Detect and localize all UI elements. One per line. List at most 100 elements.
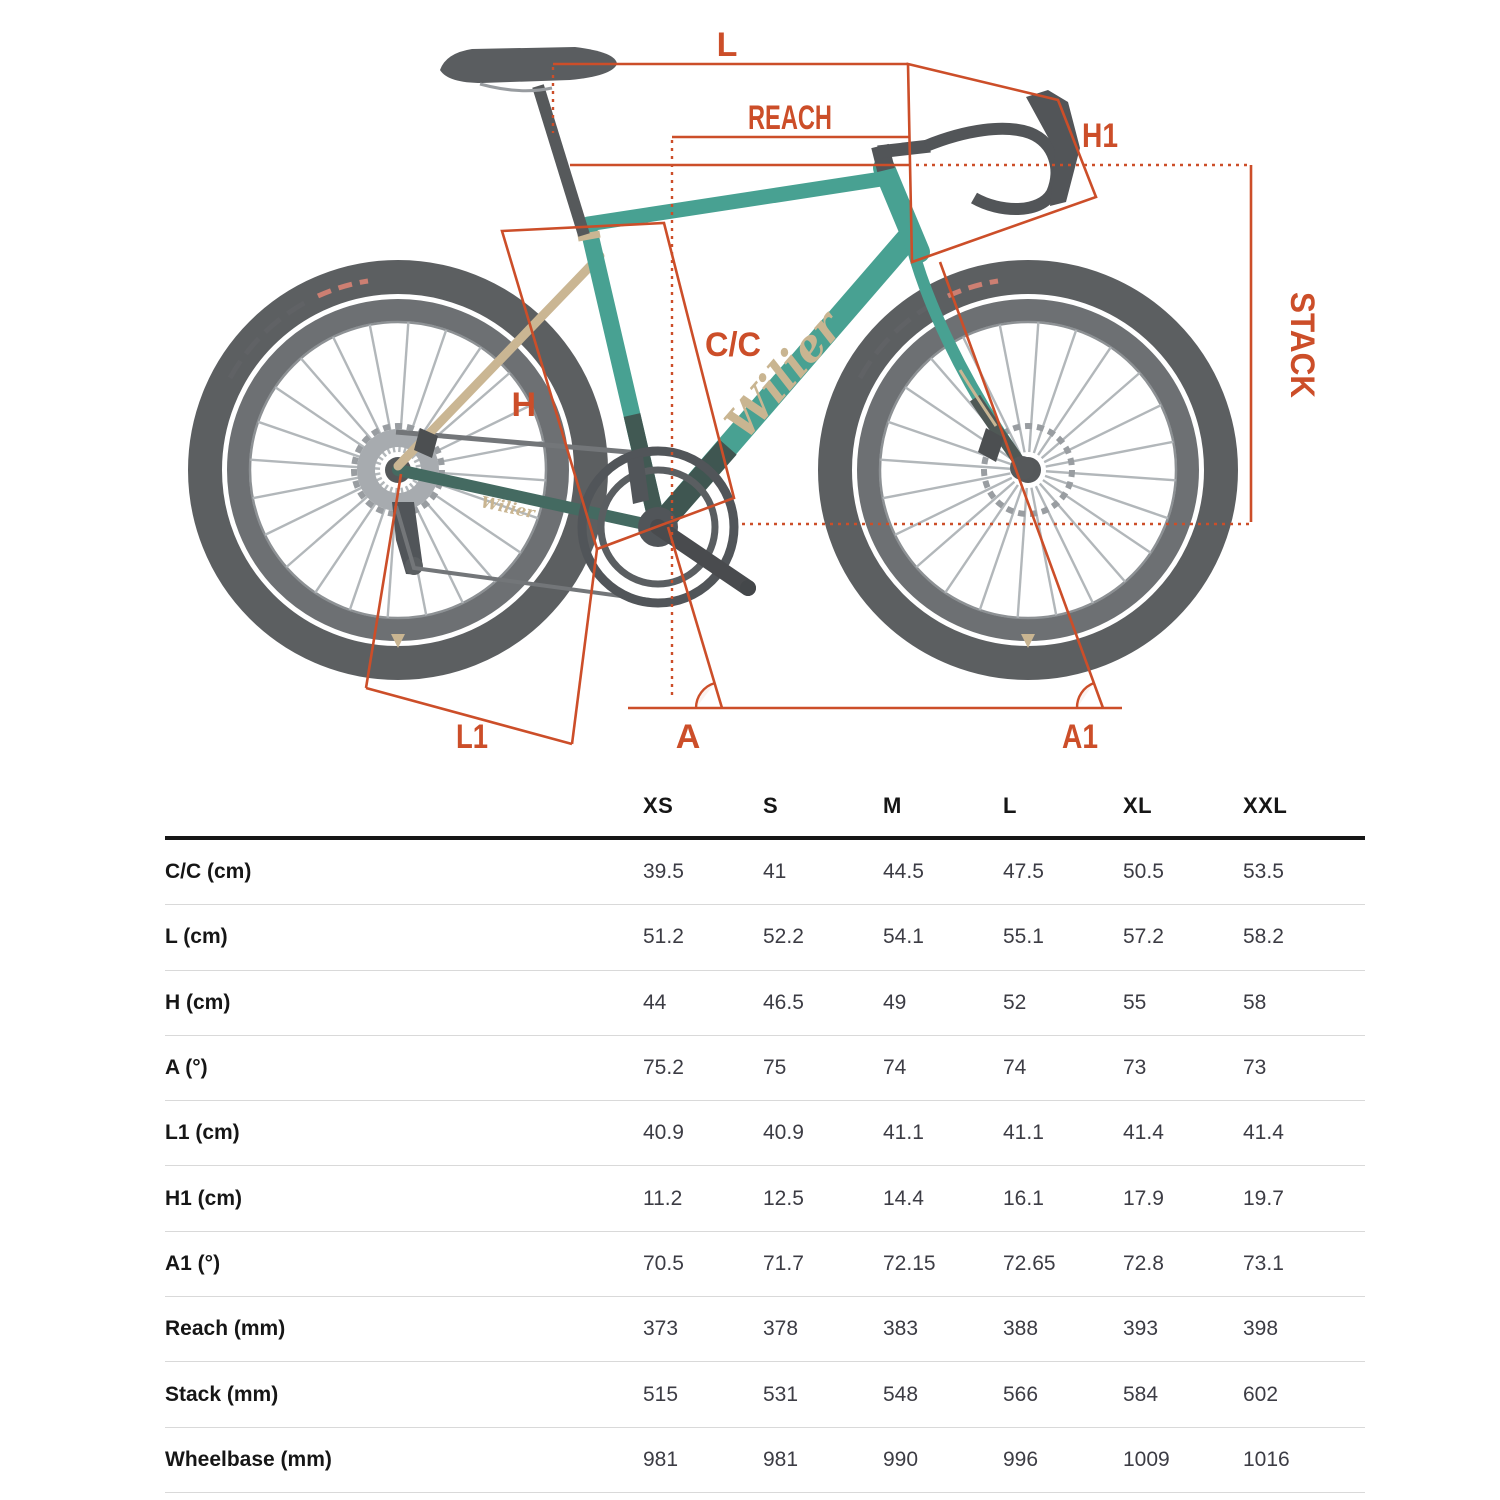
geometry-value: 72.65 — [1003, 1251, 1056, 1275]
geometry-table-row: A1 (°) 70.5 71.7 72.15 72.65 72.8 73.1 — [165, 1232, 1365, 1298]
l1-bb-guide — [570, 548, 599, 745]
geometry-value: 75 — [763, 1056, 787, 1080]
geometry-table-row: Reach (mm) 373 378 383 388 393 398 — [165, 1297, 1365, 1363]
geometry-table-body: C/C (cm) 39.5 41 44.5 47.5 50.5 53.5 L (cm) 51.2… — [165, 840, 1365, 1493]
pedal-spindle — [740, 580, 756, 596]
label-l1: L1 — [456, 718, 488, 756]
geometry-value: 41.1 — [1003, 1121, 1044, 1145]
geometry-value: 49 — [883, 990, 907, 1014]
head-angle-line — [938, 261, 1105, 709]
bike-geometry-diagram: Wilier Wilier — [0, 26, 1321, 756]
geometry-value: 17.9 — [1123, 1186, 1164, 1210]
geometry-value: 52.2 — [763, 925, 804, 949]
geometry-value: 44 — [643, 990, 667, 1014]
geometry-value: 70.5 — [643, 1251, 684, 1275]
geometry-value: 584 — [1123, 1382, 1159, 1406]
geometry-value: 54.1 — [883, 925, 924, 949]
geometry-value: 52 — [1003, 990, 1027, 1014]
seat-angle-arc — [694, 681, 716, 709]
geometry-value: 14.4 — [883, 1186, 924, 1210]
size-column-header: L — [1003, 792, 1017, 818]
geometry-value: 1009 — [1123, 1447, 1170, 1471]
label-a: A — [676, 718, 701, 756]
geometry-value: 373 — [643, 1317, 679, 1341]
fork-gold-accent — [958, 369, 998, 427]
row-label: A (°) — [165, 1056, 208, 1080]
geometry-value: 57.2 — [1123, 925, 1164, 949]
geometry-value: 44.5 — [883, 860, 924, 884]
seat-collar — [577, 230, 601, 242]
geometry-value: 41.4 — [1123, 1121, 1164, 1145]
dim-seat-tube-box — [500, 221, 736, 551]
geometry-value: 388 — [1003, 1317, 1039, 1341]
l1-hub-guide — [364, 473, 403, 689]
geometry-value: 40.9 — [763, 1121, 804, 1145]
geometry-value: 40.9 — [643, 1121, 684, 1145]
geometry-table-row: A (°) 75.2 75 74 74 73 73 — [165, 1036, 1365, 1102]
top-tube — [580, 170, 896, 232]
front-hub-cap — [1010, 456, 1034, 480]
seatstay — [393, 251, 605, 471]
geometry-value: 602 — [1243, 1382, 1279, 1406]
geometry-value: 39.5 — [643, 860, 684, 884]
geometry-value: 55.1 — [1003, 925, 1044, 949]
size-column-header: XS — [643, 792, 674, 818]
geometry-value: 71.7 — [763, 1251, 804, 1275]
geometry-value: 55 — [1123, 990, 1147, 1014]
geometry-value: 41 — [763, 860, 787, 884]
geometry-table-row: H (cm) 44 46.5 49 52 55 58 — [165, 971, 1365, 1036]
geometry-value: 996 — [1003, 1447, 1039, 1471]
geometry-value: 51.2 — [643, 925, 684, 949]
label-h: H — [511, 386, 536, 424]
geometry-value: 58.2 — [1243, 925, 1284, 949]
geometry-value: 19.7 — [1243, 1186, 1284, 1210]
row-label: Stack (mm) — [165, 1382, 279, 1406]
chainring-inner — [597, 466, 719, 588]
geometry-value: 393 — [1123, 1317, 1159, 1341]
dim-h1-box — [906, 62, 1098, 264]
geometry-table-row: Stack (mm) 515 531 548 566 584 602 — [165, 1362, 1365, 1428]
label-h1: H1 — [1082, 117, 1118, 155]
size-column-header: M — [883, 792, 902, 818]
geometry-value: 378 — [763, 1317, 799, 1341]
geometry-value: 398 — [1243, 1317, 1279, 1341]
geometry-value: 990 — [883, 1447, 919, 1471]
dim-l1-line — [365, 686, 573, 746]
head-angle-arc — [1075, 681, 1095, 709]
size-column-header: XXL — [1243, 792, 1288, 818]
row-label: H (cm) — [165, 990, 231, 1014]
rear-brake-caliper — [414, 428, 438, 458]
row-label: C/C (cm) — [165, 860, 252, 884]
geometry-value: 515 — [643, 1382, 679, 1406]
geometry-value: 548 — [883, 1382, 919, 1406]
front-brake-caliper — [978, 428, 1004, 462]
geometry-value: 46.5 — [763, 990, 804, 1014]
geometry-value: 72.8 — [1123, 1251, 1164, 1275]
geometry-value: 383 — [883, 1317, 919, 1341]
geometry-value: 41.4 — [1243, 1121, 1284, 1145]
geometry-value: 566 — [1003, 1382, 1039, 1406]
geometry-table-row: H1 (cm) 11.2 12.5 14.4 16.1 17.9 19.7 — [165, 1166, 1365, 1232]
row-label: Reach (mm) — [165, 1317, 286, 1341]
crank-arm — [650, 519, 756, 596]
geometry-value: 73 — [1123, 1056, 1147, 1080]
row-label: L (cm) — [165, 925, 228, 949]
geometry-value: 531 — [763, 1382, 799, 1406]
geometry-value: 74 — [1003, 1056, 1027, 1080]
geometry-value: 73 — [1243, 1056, 1267, 1080]
geometry-value: 11.2 — [643, 1186, 683, 1210]
geometry-table: XS S M L XL XXL C/C (cm) 39.5 41 44.5 47.5 50.5 53.… — [165, 775, 1365, 1493]
saddle-rails — [479, 82, 553, 93]
geometry-value: 74 — [883, 1056, 907, 1080]
label-a1: A1 — [1062, 718, 1098, 756]
geometry-table-row: Wheelbase (mm) 981 981 990 996 1009 1016 — [165, 1428, 1365, 1493]
label-l: L — [717, 26, 738, 64]
row-label: L1 (cm) — [165, 1121, 240, 1145]
handlebar — [923, 122, 1063, 215]
geometry-value: 50.5 — [1123, 860, 1164, 884]
geometry-value: 47.5 — [1003, 860, 1044, 884]
geometry-value: 16.1 — [1003, 1186, 1044, 1210]
geometry-value: 12.5 — [763, 1186, 804, 1210]
geometry-value: 981 — [763, 1447, 799, 1471]
row-label: Wheelbase (mm) — [165, 1447, 332, 1471]
